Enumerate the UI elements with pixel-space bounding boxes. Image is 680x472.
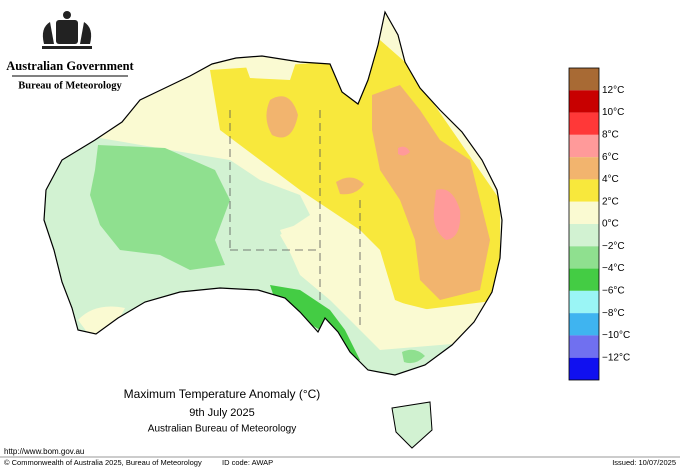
legend-swatch: [569, 157, 599, 180]
tasmania: [391, 401, 433, 449]
legend-swatch: [569, 90, 599, 113]
legend-swatch: [569, 134, 599, 158]
legend-swatch: [569, 290, 599, 314]
legend-frame: [568, 67, 600, 381]
legend-label: 8°C: [602, 129, 619, 140]
state-borders: [229, 110, 361, 330]
legend-swatch: [569, 335, 599, 358]
legend-label: 12°C: [602, 85, 624, 96]
legend-label: −6°C: [602, 285, 625, 296]
legend-swatch: [569, 179, 599, 202]
legend-swatch: [569, 357, 599, 380]
legend-swatch: [569, 68, 599, 91]
legend-swatch: [569, 313, 599, 336]
legend: 12°C 10°C 8°C 6°C 4°C 2°C 0°C −2°C −4°C −6°C −8°C −…: [568, 67, 630, 381]
agency-name: Bureau of Meteorology: [18, 80, 122, 91]
legend-label: 6°C: [602, 152, 619, 163]
footer-copyright: © Commonwealth of Australia 2025, Bureau…: [4, 458, 202, 467]
legend-label: 0°C: [602, 219, 619, 230]
coat-of-arms: [42, 11, 92, 49]
legend-label: −4°C: [602, 263, 625, 274]
legend-label: 10°C: [602, 107, 624, 118]
legend-swatch: [569, 201, 599, 224]
footer-id: ID code: AWAP: [222, 458, 273, 467]
map-source: Australian Bureau of Meteorology: [148, 424, 296, 435]
government-name: Australian Government: [6, 59, 134, 73]
legend-swatch: [569, 246, 599, 269]
legend-label: 4°C: [602, 174, 619, 185]
legend-swatch: [569, 112, 599, 135]
footer-issued: Issued: 10/07/2025: [612, 458, 676, 467]
legend-label: −8°C: [602, 308, 625, 319]
legend-label: −2°C: [602, 241, 625, 252]
map-date: 9th July 2025: [189, 407, 254, 419]
legend-label: −12°C: [602, 352, 630, 363]
legend-swatch: [569, 224, 599, 247]
legend-label: −10°C: [602, 330, 630, 341]
legend-swatch: [569, 268, 599, 291]
footer-url: http://www.bom.gov.au: [4, 447, 84, 456]
map-title: Maximum Temperature Anomaly (°C): [124, 387, 321, 401]
legend-label: 2°C: [602, 196, 619, 207]
